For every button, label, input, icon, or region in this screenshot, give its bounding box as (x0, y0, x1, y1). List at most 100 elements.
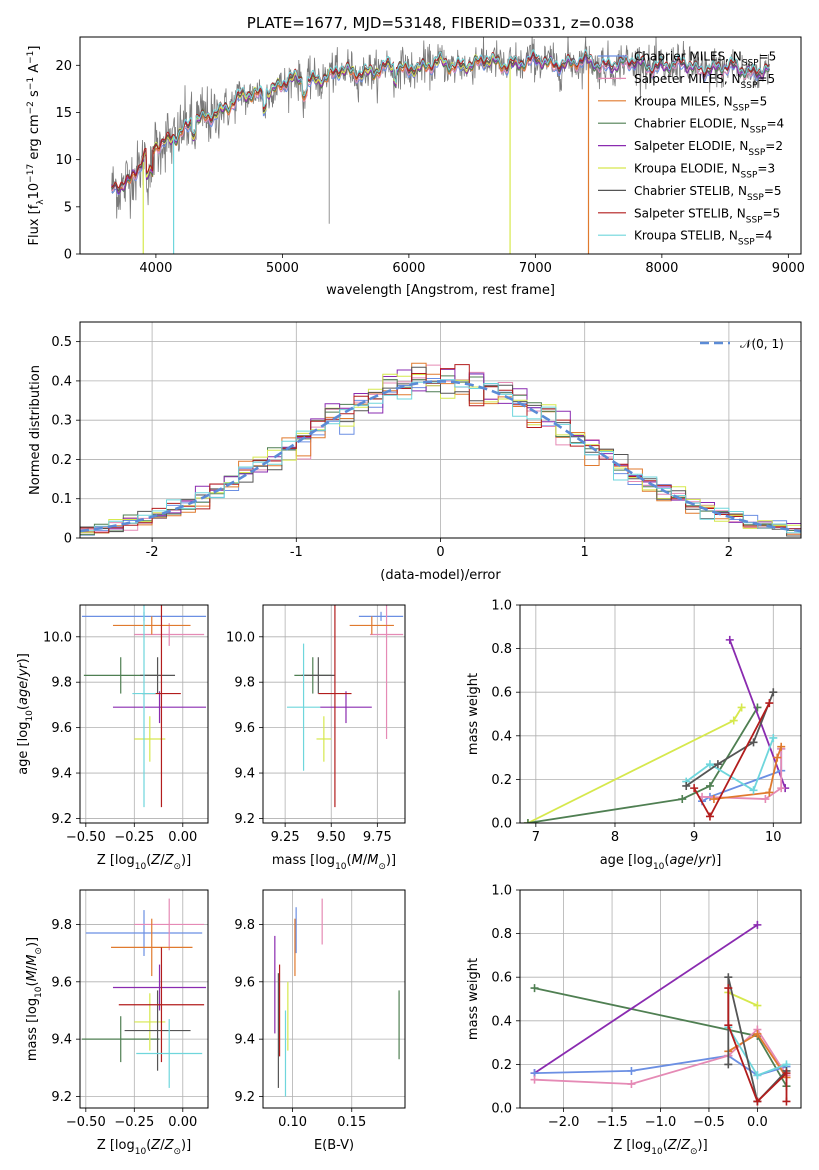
y-tick-label: 1.0 (491, 599, 512, 614)
mass-weight-marker (627, 1066, 636, 1075)
y-tick-label: 9.4 (234, 1033, 255, 1048)
mass-weight-marker (724, 1060, 733, 1069)
y-tick-label: 0.0 (491, 817, 512, 832)
y-tick-label: 0.1 (51, 492, 72, 507)
y-tick-label: 10.0 (226, 630, 255, 645)
y-tick-label: 0.2 (51, 453, 72, 468)
age_vs_mass-plot-area (286, 605, 404, 808)
errorbar-point (81, 1016, 160, 1063)
y-tick-label: 0.4 (51, 374, 72, 389)
x-tick-label: −1.0 (645, 1115, 677, 1130)
y-tick-label: 0.0 (491, 1102, 512, 1117)
y-tick-label: 9.6 (51, 975, 72, 990)
residuals-legend: 𝒩(0, 1) (700, 337, 784, 351)
mass_vs_Z-axes: −0.50 −0.25 0.00 9.2 9.4 9.6 9.8 (51, 890, 208, 1130)
x-tick-label: −1.5 (596, 1115, 628, 1130)
errorbar-point (136, 1019, 203, 1088)
x-tick-label: 0.00 (168, 1115, 197, 1130)
legend-label: Chabrier STELIB, NSSP=5 (634, 184, 782, 203)
x-tick-label: 9.25 (271, 830, 300, 845)
x-tick-label: −0.50 (66, 1115, 106, 1130)
y-tick-label: 9.4 (51, 1033, 72, 1048)
y-tick-label: 0.2 (491, 1058, 512, 1073)
mass_weight_vs_age-ylabel: mass weight (466, 673, 481, 755)
x-tick-label: −2.0 (548, 1115, 580, 1130)
errorbar-point (286, 643, 321, 771)
mass-weight-marker (705, 760, 714, 769)
x-tick-label: −0.25 (114, 1115, 154, 1130)
errorbar-point (134, 716, 166, 762)
errorbar-point (140, 657, 176, 694)
x-tick-label: 9.50 (317, 830, 346, 845)
x-tick-label: 7000 (519, 261, 552, 276)
mass-weight-line (685, 691, 775, 787)
age_vs_mass-xlabel: mass [log10(M/M⊙)] (272, 853, 396, 872)
mass-weight-marker (753, 1029, 762, 1038)
mass-weight-marker (769, 688, 778, 697)
mass_weight_vs_age-frame (519, 604, 802, 824)
age_vs_Z-xlabel: Z [log10(Z/Z⊙)] (97, 853, 191, 872)
errorbar-point (318, 605, 352, 808)
residuals-plot-area (80, 362, 801, 537)
mass-weight-marker (769, 733, 778, 742)
y-tick-label: 9.4 (51, 767, 72, 782)
y-tick-label: 0.8 (491, 927, 512, 942)
mass-weight-marker (753, 1001, 762, 1010)
spectrum-frame (79, 36, 802, 255)
legend-label: Chabrier ELODIE, NSSP=4 (634, 117, 784, 136)
y-tick-label: 9.6 (234, 721, 255, 736)
age_vs_Z-axes: −0.50 −0.25 0.00 9.2 9.4 9.6 9.8 10.0 (43, 605, 208, 845)
mass_vs_ebv-axes: 0.10 0.15 9.2 9.4 9.6 9.8 (234, 890, 405, 1130)
errorbar-point (316, 716, 332, 762)
mass-weight-marker (782, 1097, 791, 1106)
spectrum-model-line (173, 49, 770, 142)
mass-weight-marker (749, 738, 758, 747)
mass_vs_Z-xlabel: Z [log10(Z/Z⊙)] (97, 1138, 191, 1157)
legend-label: Salpeter MILES, NSSP=5 (634, 72, 775, 91)
residuals-frame (79, 321, 802, 539)
mass_weight_vs_Z-xlabel: Z [log10(Z/Z⊙)] (613, 1138, 707, 1157)
spectrum-model-line (111, 53, 770, 195)
y-tick-label: 10.0 (43, 630, 72, 645)
x-tick-label: 0.15 (337, 1115, 366, 1130)
mass_weight_vs_age-axes: 7 8 9 10 0.0 0.2 0.4 0.6 0.8 1.0 (491, 599, 801, 845)
age_vs_Z-plot-area (81, 605, 207, 808)
errorbar-point (320, 691, 372, 724)
spectrum-plot-area (111, 37, 770, 254)
spectrum-ylabel: Flux [fλ10−17 erg cm−2 s−1 A−1] (26, 46, 46, 246)
y-tick-label: 9.8 (234, 676, 255, 691)
y-tick-label: 10 (55, 153, 72, 168)
x-tick-label: −0.5 (693, 1115, 725, 1130)
legend-label: 𝒩(0, 1) (740, 337, 784, 351)
y-tick-label: 9.8 (51, 676, 72, 691)
x-tick-label: 9000 (772, 261, 805, 276)
x-tick-label: 2 (725, 545, 733, 560)
mass-weight-marker (782, 1069, 791, 1078)
mass-weight-line (713, 746, 783, 800)
y-tick-label: 5 (64, 200, 72, 215)
x-tick-label: 6000 (392, 261, 425, 276)
residual-histogram (80, 366, 801, 537)
legend-label: Chabrier MILES, NSSP=5 (634, 50, 776, 69)
x-tick-label: 0 (436, 545, 444, 560)
spectrum-axes: 4000 5000 6000 7000 8000 9000 0 5 10 15 20 (55, 59, 804, 276)
mass_weight_vs_Z-plot-area (530, 920, 791, 1106)
y-tick-label: 9.2 (51, 1090, 72, 1105)
x-tick-label: −0.25 (114, 830, 154, 845)
y-tick-label: 0.8 (491, 642, 512, 657)
mass-weight-marker (777, 784, 786, 793)
mass-weight-marker (530, 1075, 539, 1084)
normal-reference-curve (80, 379, 801, 533)
mass-weight-marker (777, 742, 786, 751)
mass-weight-marker (530, 984, 539, 993)
y-tick-label: 9.6 (234, 975, 255, 990)
y-tick-label: 9.8 (234, 918, 255, 933)
mass_weight_vs_Z-frame (519, 889, 802, 1109)
legend-label: Kroupa STELIB, NSSP=4 (634, 229, 772, 248)
mass-weight-marker (705, 781, 714, 790)
errorbar-point (301, 657, 335, 694)
y-tick-label: 0.6 (491, 686, 512, 701)
residuals-xlabel: (data-model)/error (380, 568, 501, 583)
mass-weight-marker (690, 784, 699, 793)
